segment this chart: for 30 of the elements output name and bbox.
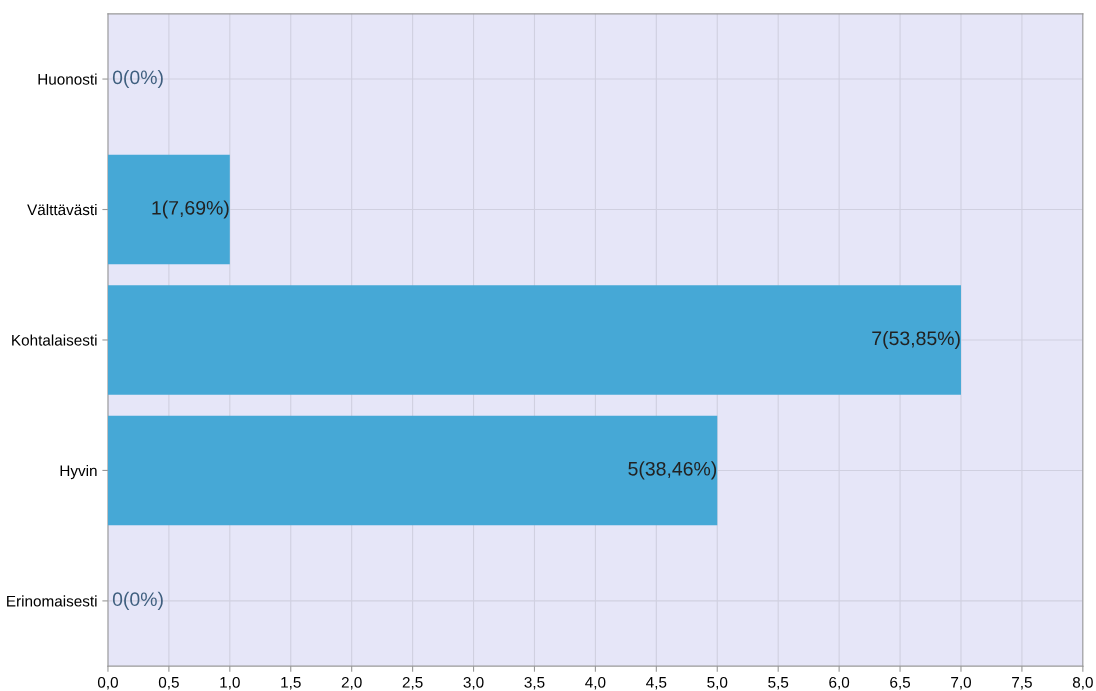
x-tick-label: 5,0 (707, 676, 728, 690)
x-tick-label: 7,5 (1012, 677, 1032, 690)
bar (107, 154, 230, 265)
x-tick-label: 7,0 (951, 676, 972, 690)
x-tick-label: 1,5 (281, 677, 301, 690)
y-tick-label: Erinomaisesti (7, 595, 97, 607)
x-tick-label: 8,0 (1072, 676, 1093, 690)
data-label: 5(38,46%) (628, 461, 717, 480)
x-tick-label: 4,0 (585, 676, 606, 690)
bar (107, 415, 718, 526)
x-tick-label: 1,0 (220, 676, 240, 690)
x-tick-label: 2,0 (341, 676, 362, 690)
data-label: 0(0%) (112, 591, 163, 610)
y-tick-label: Huonosti (38, 73, 97, 85)
x-tick-label: 3,0 (463, 676, 484, 690)
data-label: 0(0%) (112, 69, 163, 89)
x-tick-label: 5,5 (768, 677, 789, 690)
x-tick-label: 6,0 (829, 676, 850, 690)
x-tick-label: 4,5 (646, 677, 667, 690)
data-label: 7(53,85%) (872, 330, 960, 350)
x-tick-label: 3,5 (524, 676, 545, 690)
y-tick-label: Kohtalaisesti (12, 334, 97, 346)
y-tick-label: Hyvin (60, 464, 97, 480)
y-tick-label: Välttävästi (27, 203, 97, 216)
x-tick-label: 2,5 (402, 676, 423, 690)
x-tick-label: 0,5 (158, 676, 179, 690)
x-tick-label: 6,5 (890, 676, 911, 690)
bar (107, 285, 961, 395)
x-tick-label: 0,0 (97, 676, 118, 690)
data-label: 1(7,69%) (152, 200, 229, 219)
